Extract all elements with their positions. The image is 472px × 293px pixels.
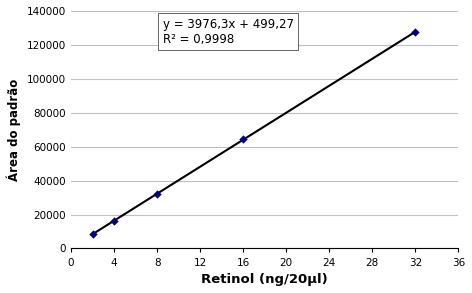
X-axis label: Retinol (ng/20μl): Retinol (ng/20μl) (202, 273, 328, 286)
Point (110, 218, 118, 223)
Point (239, 137, 247, 142)
Point (89, 232, 96, 236)
Point (153, 191, 161, 196)
Text: y = 3976,3x + 499,27
R² = 0,9998: y = 3976,3x + 499,27 R² = 0,9998 (162, 18, 294, 46)
Point (412, 30, 419, 35)
Y-axis label: Área do padrão: Área do padrão (7, 79, 21, 181)
